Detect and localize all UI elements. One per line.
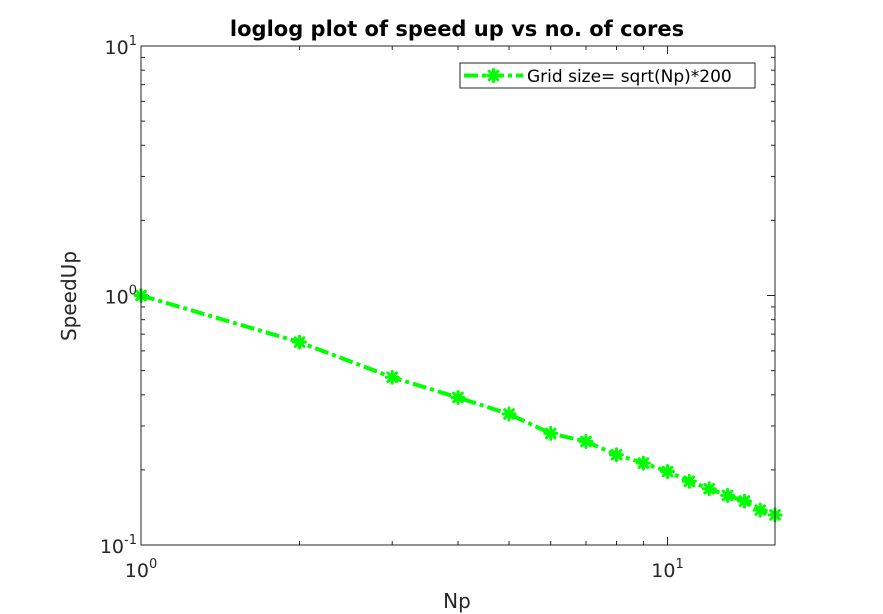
data-point [720, 487, 736, 503]
data-point [543, 425, 559, 441]
legend-marker [486, 68, 501, 83]
legend-box [459, 62, 756, 89]
y-tick-label: 10-1 [100, 533, 137, 558]
data-point [736, 493, 752, 509]
axes-box [140, 45, 776, 546]
data-point [578, 433, 594, 449]
series-line [140, 293, 776, 517]
data-point [384, 369, 400, 385]
data-point [681, 473, 697, 489]
chart-title: loglog plot of speed up vs no. of cores [230, 17, 684, 41]
plot-area [141, 46, 775, 545]
x-axis-label: Np [443, 589, 471, 613]
y-tick-label: 100 [105, 284, 137, 309]
legend-asterisk-icon [486, 68, 501, 83]
axis-ticks [140, 45, 775, 546]
x-tick-label: 101 [651, 557, 683, 582]
y-axis-label: SpeedUp [57, 251, 81, 341]
data-point [701, 481, 717, 497]
legend-entry-label: Grid size= sqrt(Np)*200 [527, 67, 732, 87]
data-point [660, 464, 676, 480]
data-point [501, 406, 517, 422]
data-point [609, 447, 624, 463]
data-point [635, 455, 651, 471]
data-point [292, 334, 307, 350]
data-point [450, 390, 466, 406]
y-tick-label: 101 [105, 34, 137, 59]
data-point [752, 502, 768, 518]
x-tick-label: 100 [125, 557, 157, 582]
legend: Grid size= sqrt(Np)*200 [459, 62, 756, 89]
